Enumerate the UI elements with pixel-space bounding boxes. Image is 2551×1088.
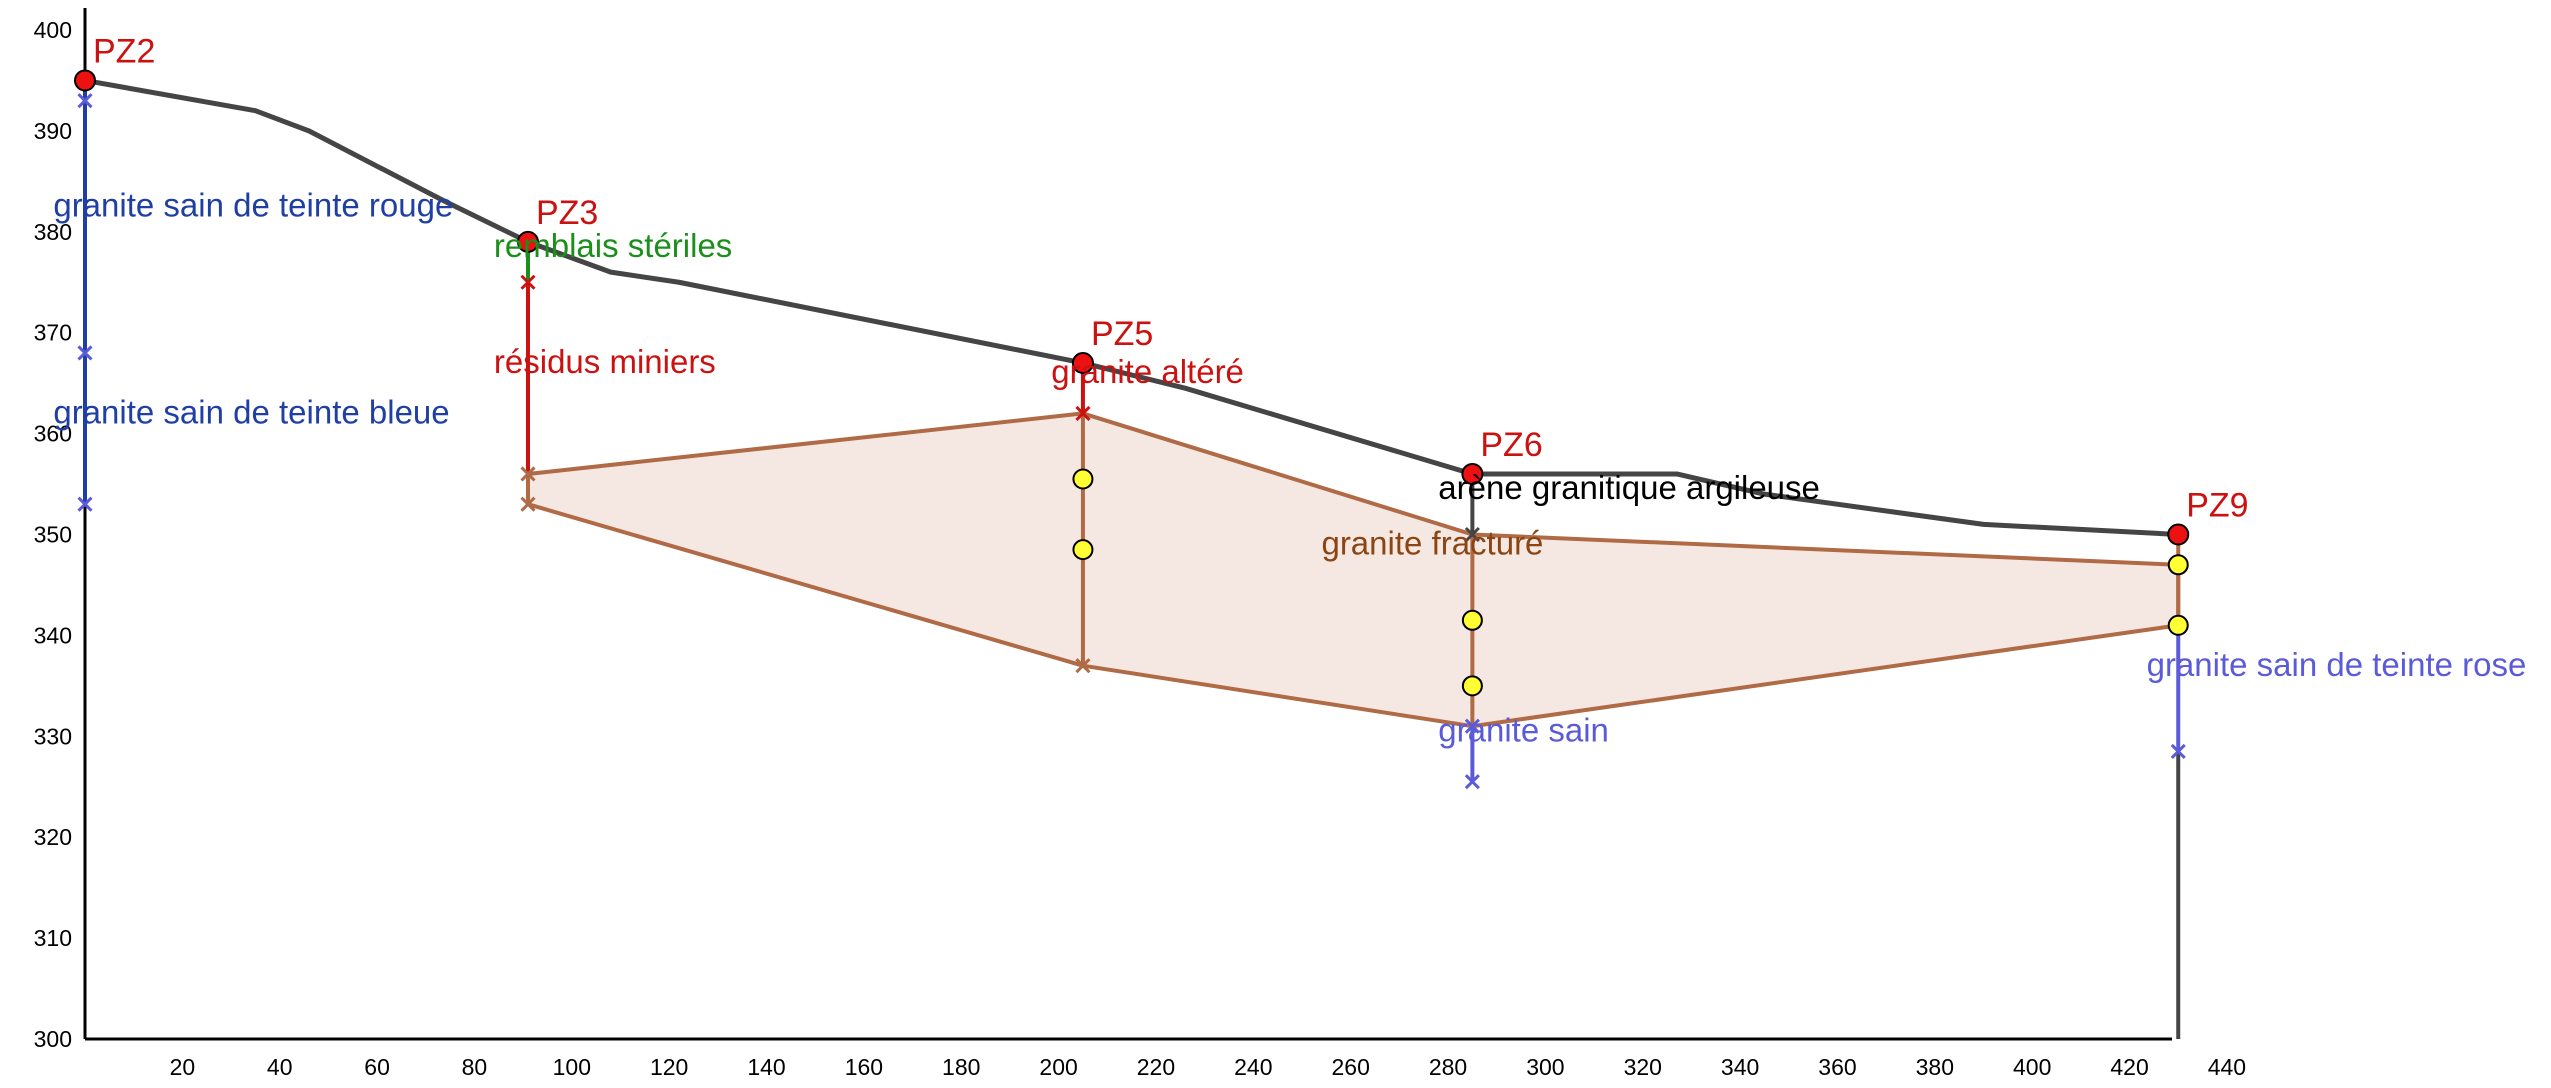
layer-label-granite-sain-de-teinte-bleue: granite sain de teinte bleue	[53, 394, 449, 431]
cross-stroke	[520, 496, 536, 512]
y-tick-label: 380	[34, 219, 72, 245]
layer-label-granite-altere: granite altéré	[1051, 353, 1244, 390]
layer-label-arene-granitique-argileuse: arène granitique argileuse	[1438, 469, 1820, 506]
fill-layer	[525, 411, 2181, 729]
x-tick-label: 140	[747, 1054, 785, 1080]
x-tick-label: 400	[2013, 1054, 2051, 1080]
x-tick-label: 440	[2208, 1054, 2246, 1080]
x-tick-label: 280	[1429, 1054, 1467, 1080]
cross-stroke	[77, 93, 93, 109]
x-tick-label: 340	[1721, 1054, 1759, 1080]
label-layer: PZ2 PZ3 PZ5 PZ6 PZ9 granite sain de teinte ro…	[53, 32, 2526, 748]
cross-marker	[1464, 526, 1480, 543]
cross-stroke	[77, 496, 93, 512]
sample-point	[1072, 539, 1094, 561]
x-tick-label: 260	[1331, 1054, 1369, 1080]
tick-labels: 20 40 60 80 100 120 140 160 180 200 220 240 260 280 30…	[34, 17, 2246, 1080]
well-layer	[83, 80, 2181, 1039]
y-tick-label: 400	[34, 17, 72, 43]
sample-point	[1461, 675, 1483, 697]
x-tick-label: 200	[1039, 1054, 1077, 1080]
layer-label-granite-sain: granite sain	[1438, 711, 1609, 748]
y-tick-label: 360	[34, 421, 72, 447]
cross-stroke	[1464, 774, 1480, 790]
cross-stroke	[520, 274, 536, 290]
cross-stroke	[2170, 743, 2186, 759]
cross-stroke	[1464, 526, 1480, 543]
cross-marker	[520, 274, 536, 290]
y-tick-label: 340	[34, 622, 72, 648]
y-tick-label: 350	[34, 522, 72, 548]
well-marker-pz9	[2167, 523, 2190, 546]
x-tick-label: 360	[1818, 1054, 1856, 1080]
cross-marker	[520, 466, 536, 482]
well-marker-pz2	[74, 69, 96, 92]
layer-label-granite-sain-de-teinte-rouge: granite sain de teinte rouge	[53, 187, 453, 224]
cross-stroke	[520, 466, 536, 482]
y-tick-label: 330	[34, 723, 72, 749]
y-tick-label: 320	[34, 824, 72, 850]
ground-surface-line	[84, 77, 2179, 537]
well-marker-pz5	[1071, 351, 1094, 374]
x-tick-label: 160	[845, 1054, 883, 1080]
cross-marker	[1075, 405, 1091, 421]
sample-point	[1461, 609, 1483, 631]
sample-point	[1072, 468, 1094, 490]
well-label-pz3: PZ3	[536, 194, 598, 232]
y-tick-label: 370	[34, 320, 72, 346]
well-label-pz2: PZ2	[93, 32, 155, 70]
well-label-pz9: PZ9	[2186, 487, 2248, 525]
cross-marker	[77, 496, 93, 512]
y-tick-label: 300	[34, 1026, 72, 1052]
x-tick-label: 120	[650, 1054, 688, 1080]
x-tick-label: 20	[170, 1054, 196, 1080]
x-tick-label: 380	[1916, 1054, 1954, 1080]
cross-marker	[520, 496, 536, 512]
well-label-pz6: PZ6	[1480, 426, 1542, 464]
x-tick-label: 80	[462, 1054, 488, 1080]
cross-marker	[2170, 743, 2186, 759]
layer-label-residus-miniers: résidus miniers	[494, 343, 716, 380]
sample-point	[2167, 554, 2189, 576]
cross-stroke	[1075, 405, 1091, 421]
cross-marker	[1464, 774, 1480, 790]
well-label-pz5: PZ5	[1091, 315, 1153, 353]
cross-stroke	[1075, 658, 1091, 674]
cross-marker	[1464, 718, 1480, 734]
well-marker-pz3	[516, 230, 539, 253]
cross-marker	[1075, 658, 1091, 674]
x-tick-label: 100	[553, 1054, 591, 1080]
y-tick-label: 310	[34, 925, 72, 951]
x-tick-label: 180	[942, 1054, 980, 1080]
x-tick-label: 220	[1137, 1054, 1175, 1080]
layer-label-remblais-steriles: remblais stériles	[494, 227, 732, 264]
cross-stroke	[77, 345, 93, 361]
layer-label-granite-fracture: granite fracturé	[1321, 525, 1543, 562]
x-tick-label: 240	[1234, 1054, 1272, 1080]
surface-layer	[84, 77, 2179, 537]
x-tick-label: 320	[1624, 1054, 1662, 1080]
x-tick-label: 40	[267, 1054, 293, 1080]
x-tick-label: 420	[2110, 1054, 2148, 1080]
marker-layer	[74, 69, 2190, 790]
x-tick-label: 60	[364, 1054, 390, 1080]
cross-marker	[77, 345, 93, 361]
cross-marker	[77, 93, 93, 109]
sample-point	[2167, 614, 2189, 636]
aquifer-zone	[525, 411, 2181, 729]
layer-label-granite-sain-de-teinte-rose: granite sain de teinte rose	[2147, 646, 2527, 683]
x-tick-label: 300	[1526, 1054, 1564, 1080]
y-tick-label: 390	[34, 118, 72, 144]
well-marker-pz6	[1461, 462, 1484, 485]
cross-stroke	[1464, 718, 1480, 734]
